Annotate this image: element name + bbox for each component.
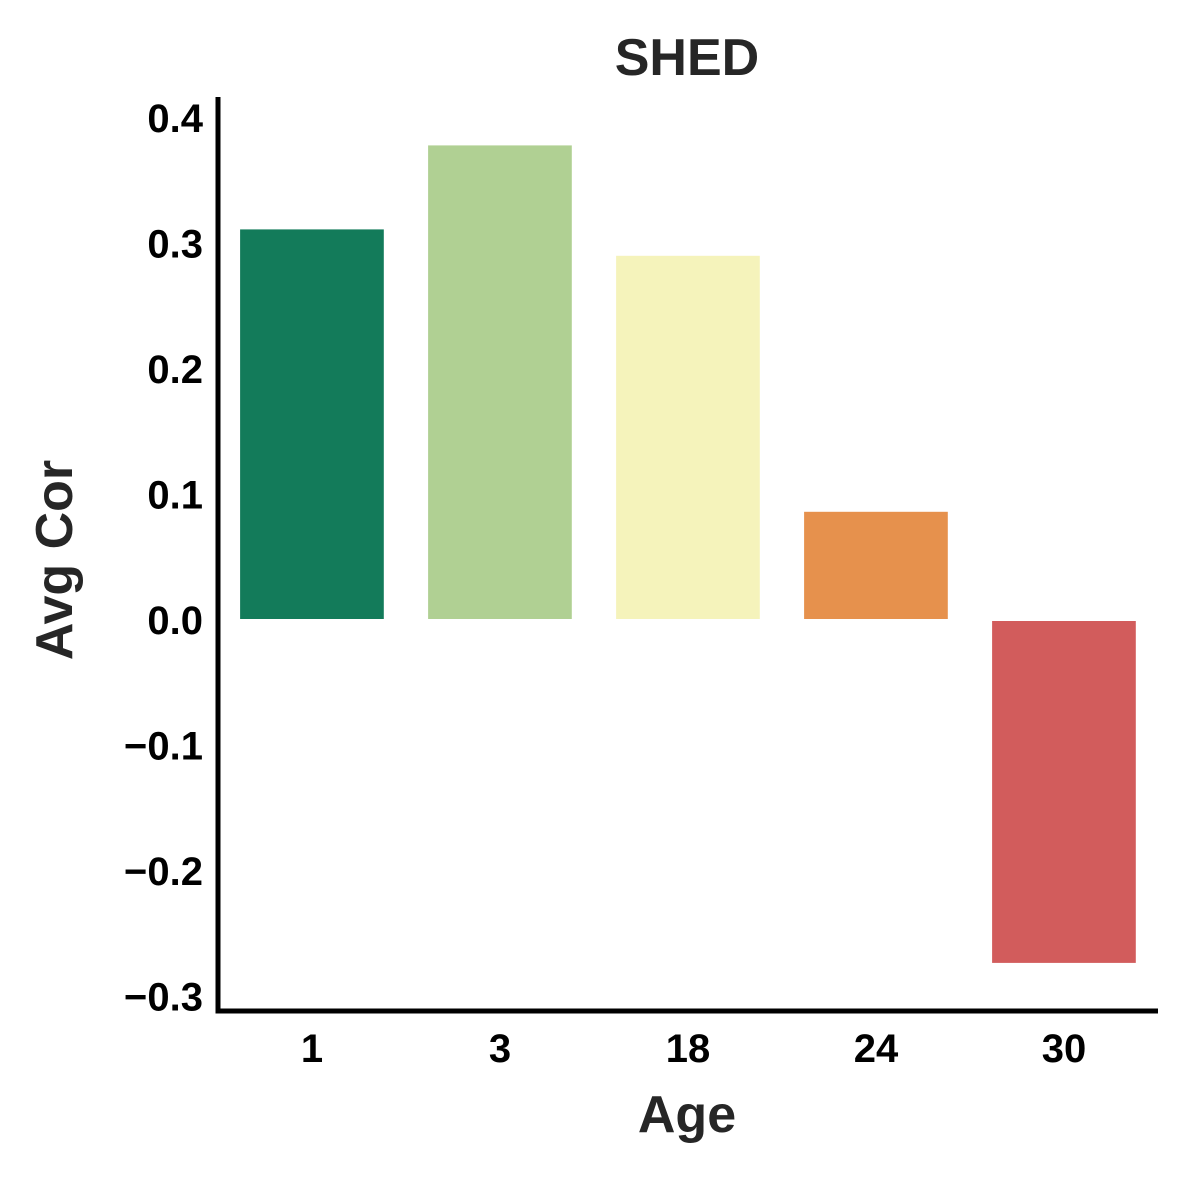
- bar-18: [614, 253, 762, 622]
- x-tick-label-24: 24: [854, 1027, 899, 1071]
- y-tick-label: 0.0: [147, 599, 203, 643]
- y-tick-label: −0.3: [124, 976, 203, 1020]
- y-tick-label: −0.2: [124, 850, 203, 894]
- chart-title: SHED: [615, 29, 759, 87]
- x-tick-label-1: 1: [301, 1027, 323, 1071]
- y-tick-label: 0.4: [147, 97, 203, 141]
- y-tick-label: 0.3: [147, 223, 203, 267]
- bar-1: [238, 227, 386, 621]
- y-axis-label: Avg Cor: [26, 460, 84, 660]
- x-tick-labels: 1 3 18 24 30: [301, 1027, 1086, 1071]
- x-tick-label-30: 30: [1042, 1027, 1087, 1071]
- bars-group: [238, 143, 1138, 965]
- x-tick-label-3: 3: [489, 1027, 511, 1071]
- x-tick-label-18: 18: [666, 1027, 711, 1071]
- y-tick-label: 0.2: [147, 348, 203, 392]
- y-tick-label: 0.1: [147, 474, 203, 518]
- y-tick-label: −0.1: [124, 725, 203, 769]
- y-tick-labels: 0.4 0.3 0.2 0.1 0.0 −0.1 −0.2 −0.3: [124, 97, 204, 1020]
- bar-3: [426, 143, 574, 621]
- bar-24: [802, 509, 950, 621]
- x-axis-label: Age: [638, 1086, 736, 1144]
- bar-30: [990, 619, 1138, 965]
